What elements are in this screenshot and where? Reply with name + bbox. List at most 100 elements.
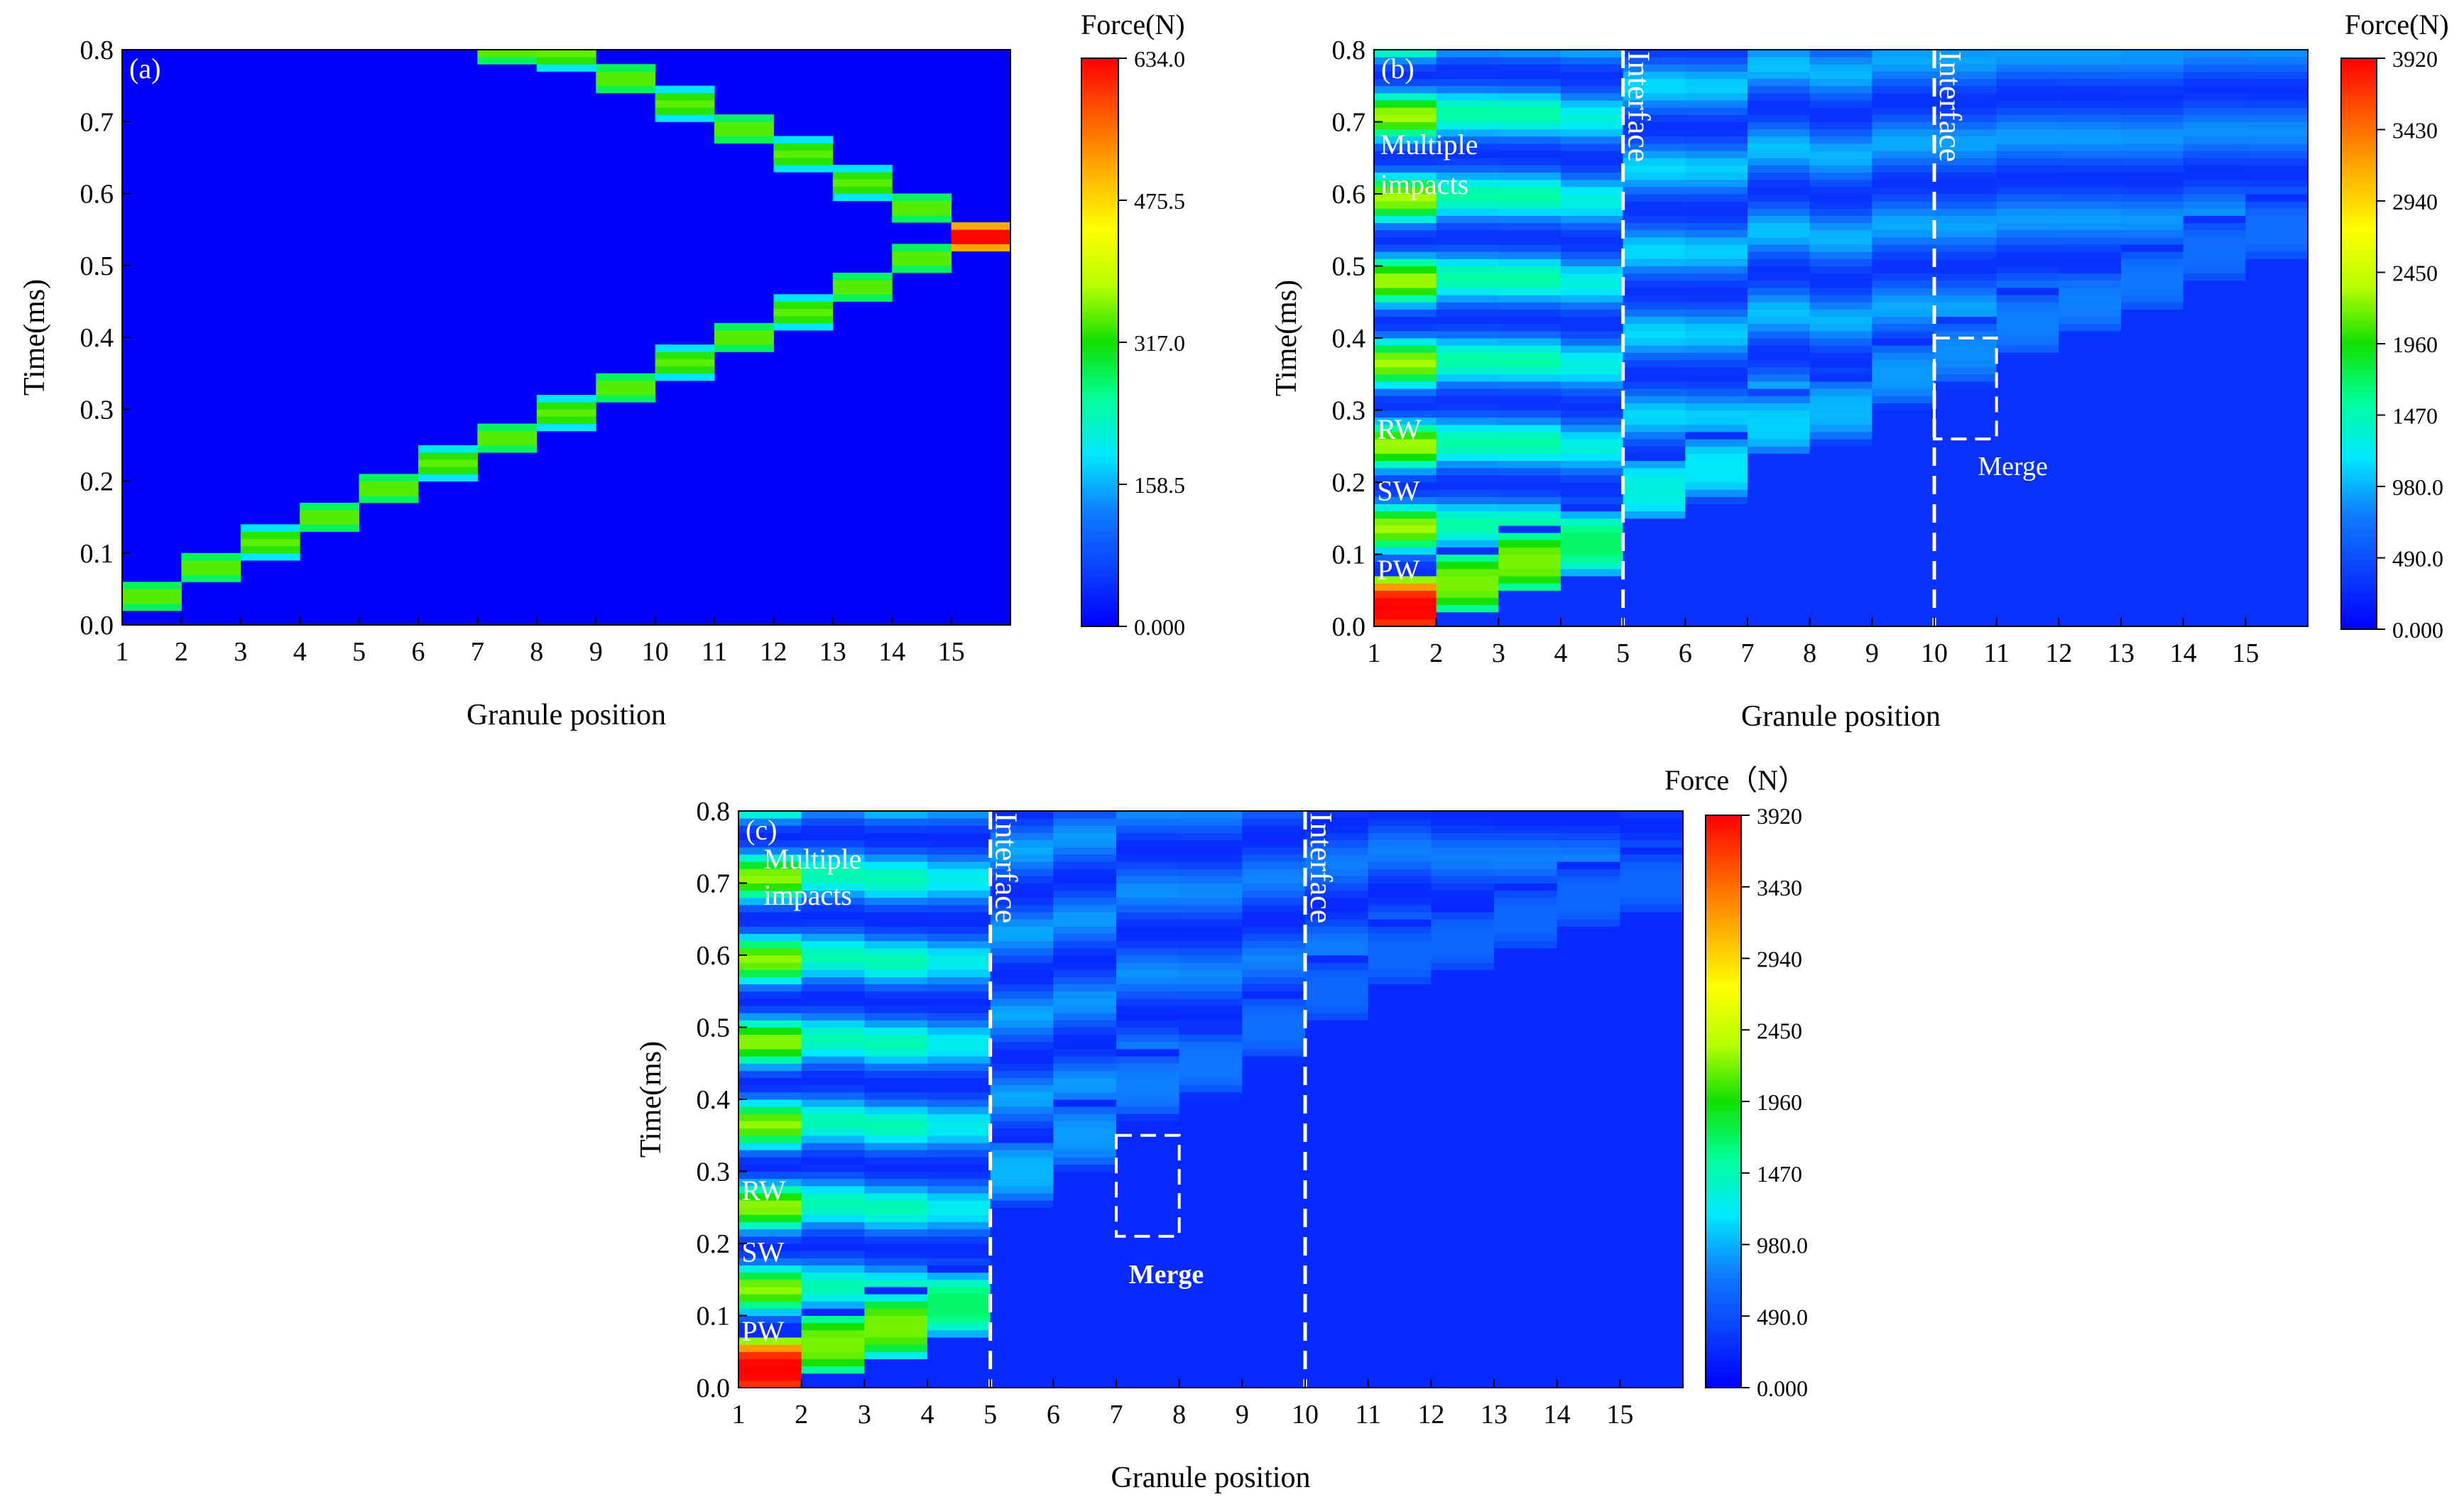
heatmap-cell bbox=[801, 883, 865, 891]
heatmap-cell bbox=[951, 236, 1010, 244]
heatmap-cell bbox=[2121, 611, 2184, 620]
heatmap-cell bbox=[1809, 316, 1872, 325]
heatmap-cell bbox=[990, 869, 1054, 876]
heatmap-cell bbox=[1934, 547, 1997, 555]
heatmap-cell bbox=[1620, 854, 1683, 862]
heatmap-cell bbox=[1872, 374, 1935, 382]
heatmap-cell bbox=[1872, 316, 1935, 325]
heatmap-cell bbox=[738, 904, 802, 913]
heatmap-cell bbox=[2121, 215, 2184, 224]
heatmap-cell bbox=[2245, 525, 2308, 533]
heatmap-cell bbox=[1685, 388, 1748, 396]
heatmap-cell bbox=[1685, 604, 1748, 613]
heatmap-cell bbox=[1242, 1207, 1306, 1215]
heatmap-cell bbox=[2183, 431, 2246, 440]
heatmap-cell bbox=[1242, 1178, 1306, 1187]
heatmap-cell bbox=[1431, 811, 1495, 819]
heatmap-cell bbox=[1872, 460, 1935, 469]
heatmap-cell bbox=[1305, 1128, 1369, 1136]
heatmap-cell bbox=[1116, 1243, 1180, 1251]
heatmap-cell bbox=[1374, 273, 1437, 281]
heatmap-cell bbox=[2183, 85, 2246, 94]
heatmap-cell bbox=[1996, 280, 2059, 288]
heatmap-cell bbox=[1305, 1200, 1369, 1208]
heatmap-cell bbox=[1374, 403, 1437, 410]
heatmap-cell bbox=[1685, 396, 1748, 403]
heatmap-cell bbox=[1179, 1041, 1243, 1050]
heatmap-cell bbox=[1872, 446, 1935, 454]
heatmap-cell bbox=[1809, 172, 1872, 180]
heatmap-cell bbox=[801, 904, 865, 913]
heatmap-cell bbox=[1934, 619, 1997, 626]
heatmap-cell bbox=[892, 200, 952, 209]
heatmap-cell bbox=[1053, 1251, 1117, 1258]
heatmap-cell bbox=[2059, 57, 2122, 65]
heatmap-cell bbox=[1053, 854, 1117, 862]
heatmap-cell bbox=[1494, 1041, 1558, 1050]
heatmap-cell bbox=[1685, 575, 1748, 584]
heatmap-cell bbox=[1374, 287, 1437, 295]
heatmap-cell bbox=[738, 955, 802, 963]
heatmap-cell bbox=[1809, 554, 1872, 562]
heatmap-cell bbox=[1620, 1337, 1683, 1345]
heatmap-cell bbox=[1116, 1279, 1180, 1288]
heatmap-cell bbox=[990, 1301, 1054, 1309]
heatmap-cell bbox=[1368, 933, 1432, 942]
heatmap-cell bbox=[864, 1178, 928, 1187]
heatmap-cell bbox=[2121, 338, 2184, 346]
colorbar-tick-label: 0.000 bbox=[2392, 617, 2443, 643]
heatmap-cell bbox=[714, 121, 774, 129]
heatmap-cell bbox=[1623, 453, 1686, 462]
heatmap-cell bbox=[2121, 410, 2184, 418]
heatmap-cell bbox=[1179, 1366, 1243, 1374]
heatmap-cell bbox=[1374, 381, 1437, 389]
heatmap-cell bbox=[1557, 1373, 1620, 1381]
heatmap-cell bbox=[1623, 287, 1686, 295]
heatmap-cell bbox=[1179, 1251, 1243, 1258]
heatmap-cell bbox=[1996, 172, 2059, 180]
heatmap-cell bbox=[1116, 839, 1180, 848]
heatmap-cell bbox=[1494, 818, 1558, 826]
heatmap-cell bbox=[1934, 561, 1997, 570]
heatmap-cell bbox=[1305, 1142, 1369, 1150]
heatmap-cell bbox=[2245, 92, 2308, 101]
heatmap-cell bbox=[1872, 467, 1935, 476]
heatmap-cell bbox=[864, 1020, 928, 1028]
heatmap-cell bbox=[2183, 554, 2246, 562]
heatmap-cell bbox=[1179, 883, 1243, 891]
heatmap-cell bbox=[2121, 302, 2184, 310]
heatmap-cell bbox=[1305, 1020, 1369, 1028]
heatmap-cell bbox=[1431, 1142, 1495, 1150]
heatmap-cell bbox=[1431, 1221, 1495, 1230]
heatmap-cell bbox=[1242, 1084, 1306, 1093]
heatmap-cell bbox=[1809, 597, 1872, 606]
heatmap-cell bbox=[2183, 424, 2246, 432]
heatmap-cell bbox=[1053, 1359, 1117, 1367]
heatmap-cell bbox=[1748, 57, 1811, 65]
heatmap-cell bbox=[2245, 179, 2308, 187]
heatmap-cell bbox=[864, 1229, 928, 1237]
heatmap-cell bbox=[1116, 1041, 1180, 1050]
heatmap-cell bbox=[864, 1099, 928, 1107]
heatmap-cell bbox=[1116, 1359, 1180, 1367]
heatmap-cell bbox=[1996, 309, 2059, 317]
heatmap-cell bbox=[1374, 194, 1437, 202]
heatmap-cell bbox=[2245, 439, 2308, 447]
heatmap-cell bbox=[1494, 1243, 1558, 1251]
heatmap-cell bbox=[738, 1034, 802, 1043]
heatmap-cell bbox=[1053, 897, 1117, 905]
x-tick-label: 15 bbox=[938, 637, 965, 667]
heatmap-cell bbox=[1996, 482, 2059, 490]
heatmap-cell bbox=[1623, 467, 1686, 476]
heatmap-cell bbox=[1305, 1366, 1369, 1374]
heatmap-cell bbox=[1498, 222, 1561, 231]
heatmap-cell bbox=[1996, 114, 2059, 122]
heatmap-cell bbox=[1436, 547, 1499, 555]
heatmap-cell bbox=[1685, 489, 1748, 497]
heatmap-cell bbox=[1809, 547, 1872, 555]
heatmap-cell bbox=[2183, 273, 2246, 281]
heatmap-cell bbox=[1685, 467, 1748, 476]
heatmap-cell bbox=[1374, 151, 1437, 158]
heatmap-cell bbox=[1623, 489, 1686, 497]
heatmap-cell bbox=[1809, 611, 1872, 620]
